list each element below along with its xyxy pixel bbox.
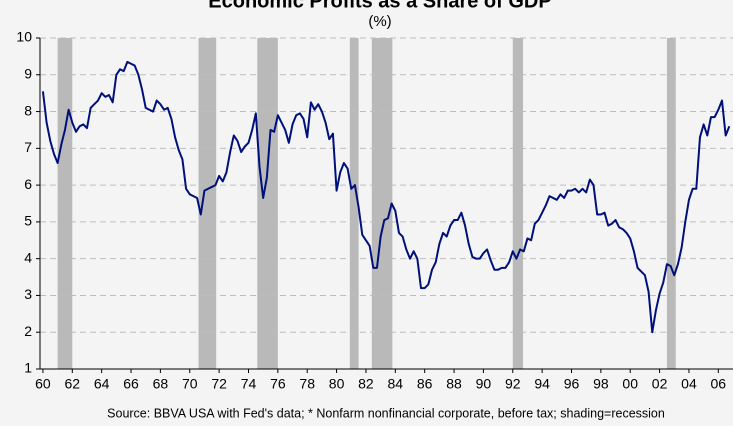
x-tick-label: 80 <box>329 376 345 392</box>
data-line <box>41 60 731 334</box>
x-tick-label: 68 <box>153 376 169 392</box>
y-tick-label: 1 <box>24 360 32 376</box>
recession-band <box>371 38 393 369</box>
chart-subtitle: (%) <box>368 13 391 30</box>
y-tick-label: 10 <box>16 29 32 45</box>
x-tick-label: 86 <box>417 376 433 392</box>
x-tick-label: 74 <box>241 376 257 392</box>
recession-band <box>512 38 524 369</box>
x-tick-label: 92 <box>505 376 521 392</box>
x-tick-label: 06 <box>711 376 727 392</box>
y-tick-label: 7 <box>24 139 32 155</box>
y-tick-label: 2 <box>24 323 32 339</box>
recession-band <box>198 38 217 369</box>
recession-band <box>257 38 278 369</box>
x-tick-label: 78 <box>299 376 315 392</box>
x-tick-label: 00 <box>622 376 638 392</box>
x-tick-label: 84 <box>388 376 404 392</box>
x-tick-label: 96 <box>564 376 580 392</box>
x-tick-label: 90 <box>476 376 492 392</box>
x-tick-label: 72 <box>211 376 227 392</box>
x-tick-label: 64 <box>94 376 110 392</box>
x-tick-label: 66 <box>123 376 139 392</box>
source-note: Source: BBVA USA with Fed's data; * Nonf… <box>107 406 665 420</box>
y-tick-label: 5 <box>24 213 32 229</box>
y-tick-label: 6 <box>24 176 32 192</box>
x-tick-label: 98 <box>593 376 609 392</box>
x-tick-label: 02 <box>652 376 668 392</box>
chart-title: Economic Profits as a Share of GDP <box>208 0 551 12</box>
x-tick-label: 82 <box>358 376 374 392</box>
x-tick-label: 60 <box>35 376 51 392</box>
x-tick-label: 88 <box>446 376 462 392</box>
x-tick-label: 04 <box>681 376 697 392</box>
recession-band <box>349 38 359 369</box>
recession-band <box>666 38 676 369</box>
recession-band <box>57 38 73 369</box>
x-tick-label: 94 <box>534 376 550 392</box>
x-tick-label: 62 <box>65 376 81 392</box>
x-tick-label: 70 <box>182 376 198 392</box>
y-tick-label: 8 <box>24 102 32 118</box>
y-tick-label: 4 <box>24 249 32 265</box>
x-tick-label: 76 <box>270 376 286 392</box>
y-tick-label: 3 <box>24 286 32 302</box>
y-tick-label: 9 <box>24 65 32 81</box>
